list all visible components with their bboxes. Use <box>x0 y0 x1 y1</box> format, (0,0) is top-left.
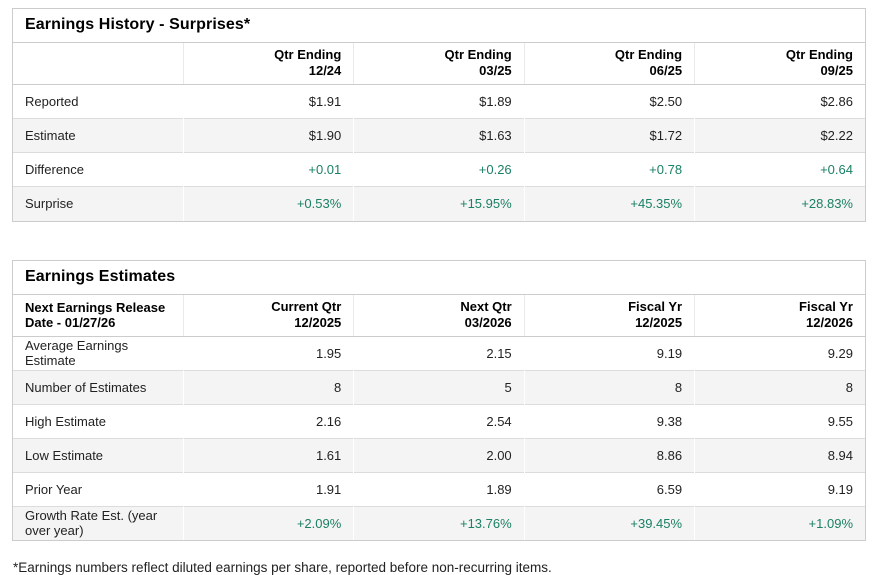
earnings-history-header-row: Qtr Ending 12/24 Qtr Ending 03/25 Qtr En… <box>13 43 865 85</box>
column-header-qtr-0325: Qtr Ending 03/25 <box>353 43 525 85</box>
row-label: Reported <box>25 94 79 109</box>
earnings-history-panel: Earnings History - Surprises* Qtr Ending… <box>12 8 866 222</box>
cell-value: 2.16 <box>183 403 354 438</box>
cell-value: 8 <box>694 369 865 404</box>
cell-value: 8.94 <box>694 437 865 472</box>
column-header-line1: Fiscal Yr <box>628 298 683 314</box>
cell-value: +45.35% <box>523 186 695 221</box>
cell-value: +0.01 <box>183 152 354 187</box>
row-label: Prior Year <box>13 471 184 506</box>
cell-value: $1.72 <box>523 118 695 153</box>
cell-value: $2.22 <box>694 118 865 153</box>
cell-value: +0.26 <box>353 152 525 187</box>
column-header-line2: 03/2026 <box>464 314 512 330</box>
cell-value: 2.00 <box>353 437 525 472</box>
cell-value: $2.50 <box>649 94 683 109</box>
row-label: Growth Rate Est. (year over year) <box>13 505 184 540</box>
cell-value: 5 <box>353 369 525 404</box>
column-header-qtr-1224: Qtr Ending 12/24 <box>182 43 354 85</box>
cell-value: +1.09% <box>694 505 865 540</box>
column-header-line1: Qtr Ending <box>444 47 512 62</box>
next-earnings-release-date: Next Earnings Release Date - 01/27/26 <box>13 294 184 337</box>
cell-value: $1.63 <box>353 118 525 153</box>
table-row-estimate: Estimate $1.90 $1.63 $1.72 $2.22 <box>13 118 865 153</box>
cell-value: 8 <box>523 369 695 404</box>
earnings-estimates-title: Earnings Estimates <box>13 261 865 295</box>
cell-value: +0.64 <box>694 152 865 187</box>
row-label: Low Estimate <box>13 437 184 472</box>
cell-value: 8.86 <box>523 437 695 472</box>
cell-value: 2.54 <box>353 403 525 438</box>
cell-value: $2.86 <box>820 94 853 109</box>
column-header-line1: Fiscal Yr <box>799 298 853 314</box>
cell-value: 9.19 <box>694 471 865 506</box>
row-label: Average Earnings Estimate <box>25 338 129 368</box>
cell-value: $1.91 <box>308 94 342 109</box>
column-header-line2: 12/2025 <box>635 314 683 330</box>
earnings-estimates-header-row: Next Earnings Release Date - 01/27/26 Cu… <box>13 294 865 337</box>
column-header-current-qtr: Current Qtr 12/2025 <box>182 294 354 337</box>
cell-value: +13.76% <box>353 505 525 540</box>
cell-value: +0.78 <box>524 152 695 187</box>
cell-value: +28.83% <box>694 186 865 221</box>
row-label: Surprise <box>13 186 184 221</box>
cell-value: 6.59 <box>524 471 695 506</box>
column-header-line2: 12/2026 <box>806 314 853 330</box>
table-row-growth-rate-est: Growth Rate Est. (year over year) +2.09%… <box>13 505 865 540</box>
row-label: High Estimate <box>13 403 184 438</box>
cell-value: 1.61 <box>182 437 354 472</box>
row-label: Estimate <box>13 118 184 153</box>
column-header-fiscal-yr-2026: Fiscal Yr 12/2026 <box>694 294 865 337</box>
cell-value: 9.19 <box>656 345 683 361</box>
earnings-estimates-table: Next Earnings Release Date - 01/27/26 Cu… <box>13 294 865 540</box>
table-row-number-of-estimates: Number of Estimates 8 5 8 8 <box>13 369 865 404</box>
cell-value: +39.45% <box>523 505 695 540</box>
cell-value: $1.90 <box>182 118 354 153</box>
column-header-line1: Qtr Ending <box>274 47 342 62</box>
earnings-estimates-panel: Earnings Estimates Next Earnings Release… <box>12 259 866 541</box>
row-label: Number of Estimates <box>13 369 184 404</box>
column-header-line2: 03/25 <box>479 63 512 78</box>
table-row-average-earnings-estimate: Average Earnings Estimate 1.95 2.15 9.19… <box>13 336 865 370</box>
cell-value: +15.95% <box>353 186 525 221</box>
table-row-low-estimate: Low Estimate 1.61 2.00 8.86 8.94 <box>13 437 865 472</box>
earnings-history-title: Earnings History - Surprises* <box>13 9 865 43</box>
row-label: Difference <box>13 152 184 187</box>
cell-value: +2.09% <box>182 505 354 540</box>
column-header-line1: Next Qtr <box>460 298 512 314</box>
column-header-line1: Qtr Ending <box>785 47 853 62</box>
table-row-difference: Difference +0.01 +0.26 +0.78 +0.64 <box>13 152 865 187</box>
column-header-qtr-0925: Qtr Ending 09/25 <box>694 43 865 85</box>
table-row-prior-year: Prior Year 1.91 1.89 6.59 9.19 <box>13 471 865 506</box>
table-row-surprise: Surprise +0.53% +15.95% +45.35% +28.83% <box>13 186 865 221</box>
column-header-line2: 12/2025 <box>294 314 342 330</box>
column-header-line2: 06/25 <box>649 63 683 78</box>
cell-value: 1.89 <box>353 471 525 506</box>
cell-value: 9.55 <box>694 403 865 438</box>
cell-value: 1.95 <box>315 345 342 361</box>
table-row-reported: Reported $1.91 $1.89 $2.50 $2.86 <box>13 85 865 119</box>
cell-value: 8 <box>182 369 354 404</box>
cell-value: 1.91 <box>183 471 354 506</box>
column-header-qtr-0625: Qtr Ending 06/25 <box>523 43 695 85</box>
column-header-line2: 09/25 <box>820 63 853 78</box>
column-header-line1: Current Qtr <box>271 298 342 314</box>
cell-value: +0.53% <box>182 186 354 221</box>
cell-value: 2.15 <box>486 345 512 361</box>
cell-value: $1.89 <box>479 94 512 109</box>
empty-header-cell <box>13 43 184 85</box>
earnings-history-table: Qtr Ending 12/24 Qtr Ending 03/25 Qtr En… <box>13 43 865 221</box>
column-header-next-qtr: Next Qtr 03/2026 <box>353 294 525 337</box>
column-header-line1: Qtr Ending <box>614 47 683 62</box>
column-header-fiscal-yr-2025: Fiscal Yr 12/2025 <box>523 294 695 337</box>
column-header-line2: 12/24 <box>308 63 342 78</box>
table-row-high-estimate: High Estimate 2.16 2.54 9.38 9.55 <box>13 403 865 438</box>
cell-value: 9.29 <box>827 345 853 361</box>
cell-value: 9.38 <box>524 403 695 438</box>
